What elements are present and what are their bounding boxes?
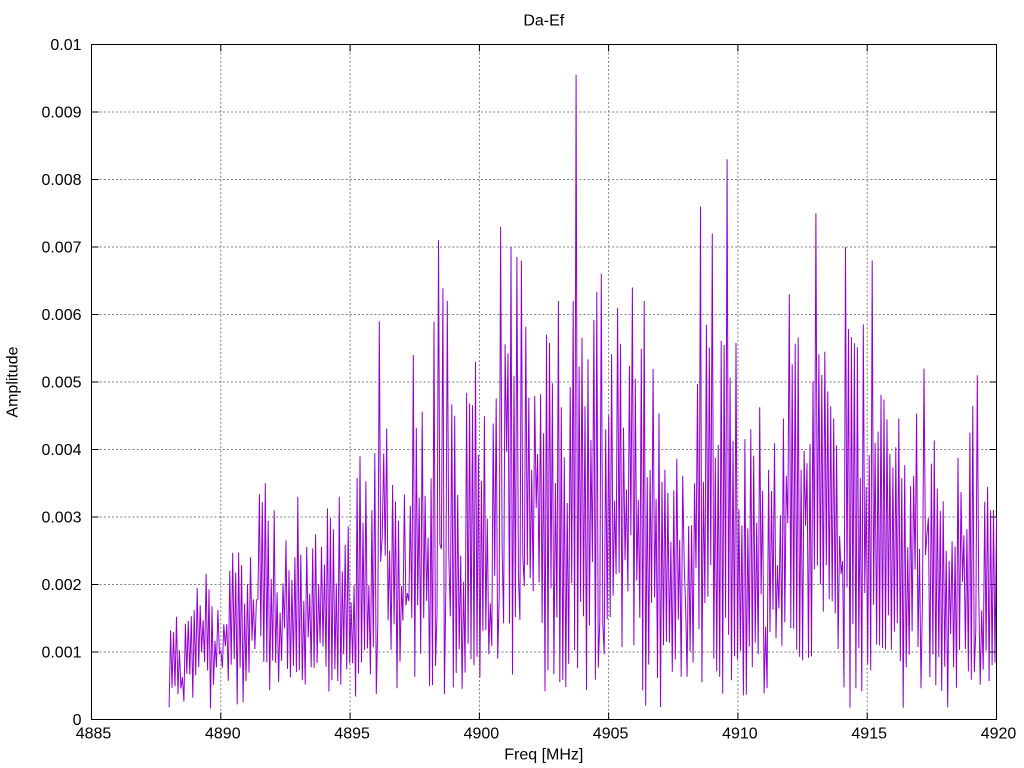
svg-text:0: 0 bbox=[73, 712, 82, 729]
svg-text:4900: 4900 bbox=[464, 725, 500, 742]
svg-text:0.002: 0.002 bbox=[41, 577, 81, 594]
svg-text:0.004: 0.004 bbox=[41, 442, 81, 459]
svg-text:4920: 4920 bbox=[981, 725, 1017, 742]
svg-text:Freq [MHz]: Freq [MHz] bbox=[504, 747, 583, 764]
svg-text:0.001: 0.001 bbox=[41, 645, 81, 662]
svg-text:4895: 4895 bbox=[334, 725, 370, 742]
svg-text:0.009: 0.009 bbox=[41, 105, 81, 122]
svg-text:Da-Ef: Da-Ef bbox=[523, 13, 564, 30]
svg-text:4905: 4905 bbox=[593, 725, 629, 742]
svg-text:Amplitude: Amplitude bbox=[5, 346, 22, 417]
svg-text:0.003: 0.003 bbox=[41, 510, 81, 527]
svg-text:0.007: 0.007 bbox=[41, 240, 81, 257]
svg-text:4910: 4910 bbox=[722, 725, 758, 742]
svg-text:4885: 4885 bbox=[76, 725, 112, 742]
svg-text:4890: 4890 bbox=[205, 725, 241, 742]
svg-text:0.006: 0.006 bbox=[41, 307, 81, 324]
svg-text:0.005: 0.005 bbox=[41, 375, 81, 392]
svg-text:4915: 4915 bbox=[851, 725, 887, 742]
svg-text:0.01: 0.01 bbox=[50, 37, 81, 54]
svg-text:0.008: 0.008 bbox=[41, 172, 81, 189]
